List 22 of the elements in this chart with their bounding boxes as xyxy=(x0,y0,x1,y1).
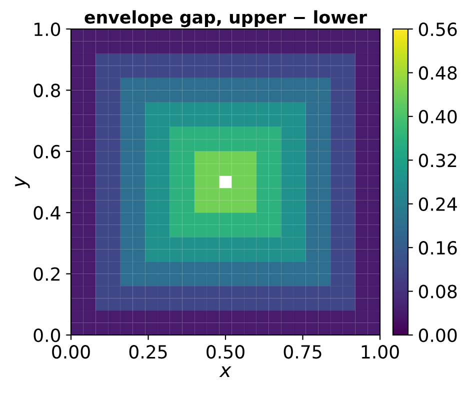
color-bar-label: 0.08 xyxy=(418,284,457,298)
y-tick-label: 0.4 xyxy=(34,206,60,220)
y-tick-label: 1.0 xyxy=(34,22,60,36)
color-bar-label: 0.00 xyxy=(418,328,457,342)
y-axis-title: y xyxy=(15,176,30,188)
color-bar-label: 0.16 xyxy=(418,241,457,255)
y-tick-label: 0.6 xyxy=(34,144,60,159)
y-tick-label: 0.8 xyxy=(34,84,60,98)
x-tick-label: 1.00 xyxy=(362,345,399,359)
x-axis-title: x xyxy=(219,366,232,377)
y-tick-label: 0.2 xyxy=(34,267,60,281)
color-bar-label: 0.56 xyxy=(418,22,457,36)
color-bar-label: 0.48 xyxy=(418,66,457,80)
color-bar-label: 0.40 xyxy=(418,110,457,124)
x-tick-label: 0.00 xyxy=(52,345,90,359)
x-tick-label: 0.50 xyxy=(206,345,244,359)
color-bar-label: 0.32 xyxy=(418,154,456,168)
x-tick-label: 0.25 xyxy=(129,345,167,359)
y-tick-label: 0.0 xyxy=(34,328,60,342)
x-tick-label: 0.75 xyxy=(284,345,322,359)
color-bar-label: 0.24 xyxy=(418,197,457,211)
chart-title: envelope gap, upper − lower xyxy=(84,10,367,28)
